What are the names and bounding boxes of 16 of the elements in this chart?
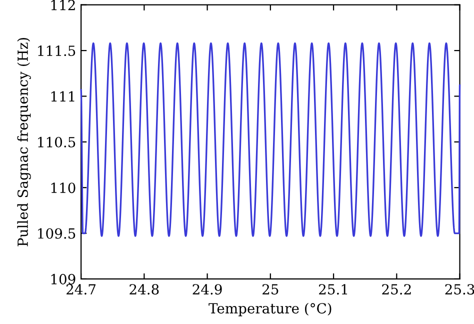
x-tick-label: 25.3 (445, 284, 474, 295)
x-tick-label: 25 (262, 284, 278, 295)
y-tick-label: 110.5 (38, 136, 76, 148)
y-tick-label: 110 (51, 182, 76, 194)
y-tick-label: 109.5 (38, 228, 76, 239)
x-tick-label: 24.9 (192, 284, 222, 295)
y-tick-label: 111 (51, 91, 74, 102)
x-tick-label: 24.7 (66, 284, 96, 295)
x-tick-label: 25.1 (319, 284, 348, 295)
y-tick-label: 109 (51, 274, 76, 284)
y-tick-label: 112 (51, 0, 75, 10)
y-axis-title: Pulled Sagnac frequency (Hz) (17, 38, 31, 246)
y-tick-label: 111.5 (38, 46, 76, 56)
x-tick-label: 24.8 (130, 284, 159, 295)
x-axis-title: Temperature (°C) (208, 302, 332, 316)
x-tick-label: 25.2 (382, 284, 411, 295)
